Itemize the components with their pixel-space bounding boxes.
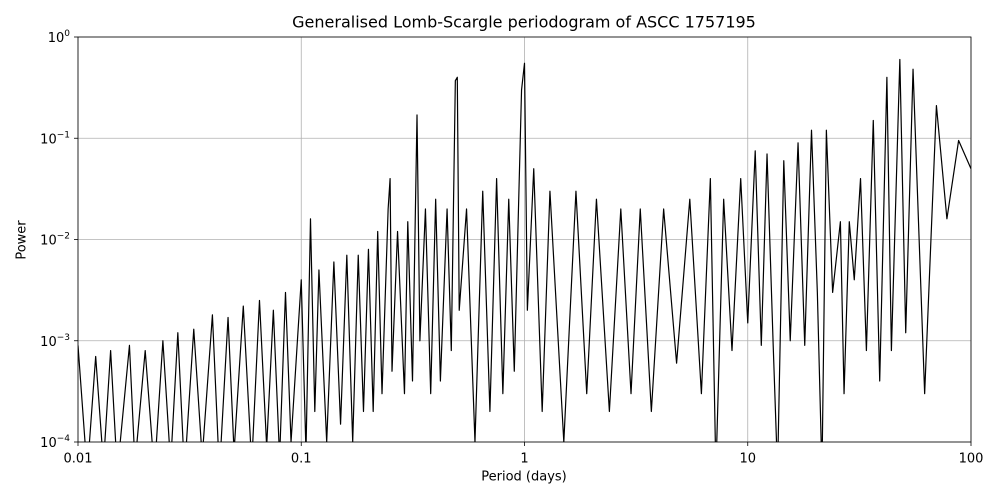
series-line [78, 58, 971, 442]
y-tick-exponent: −2 [57, 232, 70, 242]
y-tick-exponent: −4 [57, 434, 71, 444]
y-tick-label: 100 [48, 29, 71, 46]
x-tick-label: 0.01 [64, 452, 93, 467]
y-tick-exponent: −3 [57, 333, 70, 343]
y-tick-label: 10−1 [40, 130, 70, 147]
y-tick-label: 10−2 [40, 232, 70, 249]
y-tick-base: 10 [40, 132, 57, 147]
chart-title: Generalised Lomb-Scargle periodogram of … [292, 13, 756, 32]
x-tick-label: 1 [520, 452, 528, 467]
x-axis-label: Period (days) [481, 470, 567, 485]
y-tick-exponent: −1 [57, 130, 70, 140]
y-tick-label: 10−3 [40, 333, 70, 350]
y-axis-label: Power [15, 220, 30, 260]
y-tick-base: 10 [48, 31, 65, 46]
y-tick-label: 10−4 [40, 434, 70, 451]
y-tick-base: 10 [40, 335, 57, 350]
y-tick-base: 10 [40, 436, 57, 451]
x-tick-label: 10 [739, 452, 756, 467]
y-tick-base: 10 [40, 234, 57, 249]
plot-area [78, 58, 971, 442]
y-tick-exponent: 0 [64, 29, 70, 39]
x-tick-label: 0.1 [291, 452, 312, 467]
x-tick-label: 100 [959, 452, 984, 467]
